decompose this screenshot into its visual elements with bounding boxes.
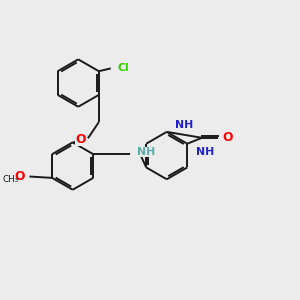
Text: O: O xyxy=(222,131,233,144)
Text: NH: NH xyxy=(175,120,194,130)
Text: O: O xyxy=(14,170,25,183)
Text: O: O xyxy=(75,134,86,146)
Text: NH: NH xyxy=(196,146,214,157)
Text: CH₃: CH₃ xyxy=(2,175,18,184)
Text: Cl: Cl xyxy=(118,63,129,74)
Text: NH: NH xyxy=(136,147,155,157)
